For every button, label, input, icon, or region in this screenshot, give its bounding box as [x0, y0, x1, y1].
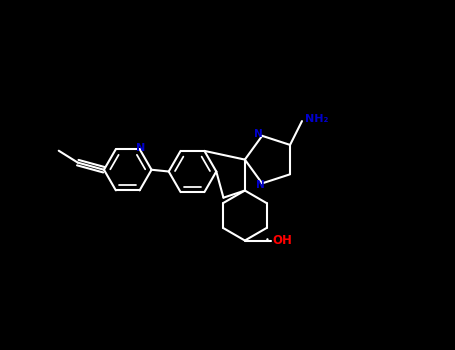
Text: •: • [264, 236, 269, 245]
Text: OH: OH [273, 234, 293, 247]
Text: NH₂: NH₂ [305, 114, 329, 124]
Text: N: N [256, 180, 265, 190]
Text: N: N [136, 143, 145, 153]
Text: N: N [254, 129, 263, 139]
